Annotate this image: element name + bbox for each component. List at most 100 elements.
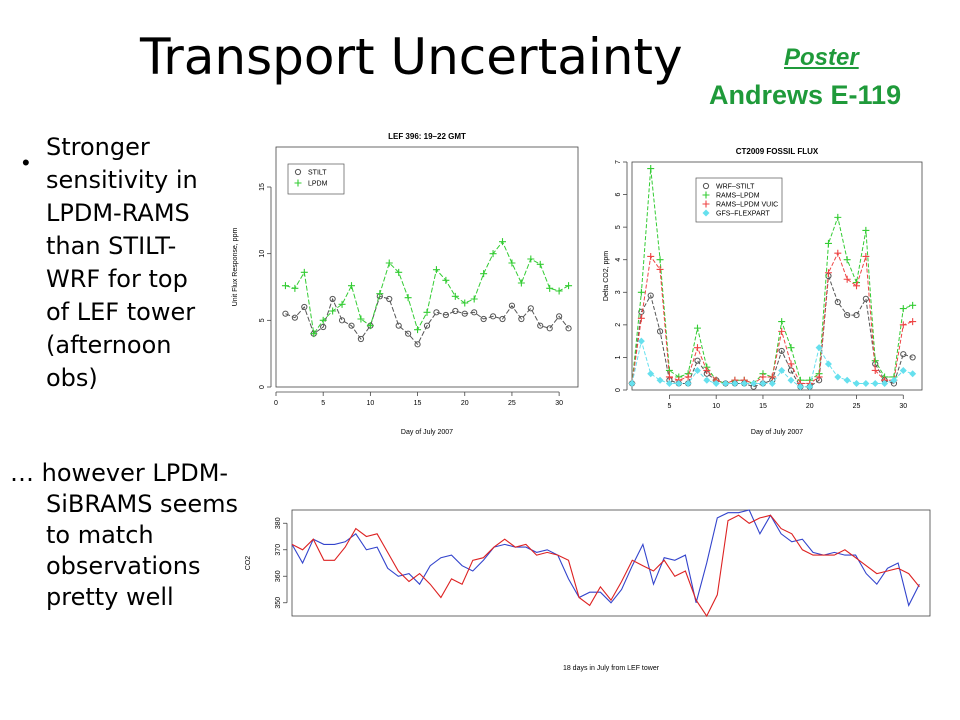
y-tick-label: 15 <box>259 183 266 191</box>
data-point <box>565 282 573 290</box>
note-line: … however LPDM- <box>10 459 229 487</box>
note-text: … however LPDM- SiBRAMS seems to match o… <box>10 458 255 613</box>
data-point <box>432 266 440 274</box>
x-tick-label: 30 <box>555 400 563 407</box>
chart-title: CT2009 FOSSIL FLUX <box>736 147 819 156</box>
data-point <box>348 282 355 290</box>
data-point <box>376 290 384 298</box>
x-tick-label: 5 <box>321 400 325 407</box>
x-tick-label: 15 <box>414 400 422 407</box>
y-axis-label: Delta CO2, ppm <box>603 251 610 301</box>
data-point <box>740 379 748 387</box>
data-point <box>357 315 365 323</box>
data-point <box>489 313 497 320</box>
poster-link[interactable]: Poster <box>784 44 859 71</box>
data-point <box>853 379 861 387</box>
bullet-line: LPDM-RAMS <box>46 199 190 227</box>
x-tick-label: 20 <box>806 403 814 410</box>
data-point <box>656 265 664 273</box>
data-point <box>310 330 318 338</box>
data-point <box>656 328 664 335</box>
data-point <box>899 366 907 374</box>
plot-frame <box>631 161 923 391</box>
data-point <box>787 344 795 352</box>
data-point <box>909 354 916 361</box>
y-tick-label: 6 <box>615 193 622 197</box>
legend-label: RAMS–LPDM <box>716 193 760 200</box>
data-point <box>862 252 870 260</box>
data-point <box>537 322 544 329</box>
data-point <box>881 379 889 387</box>
data-point <box>291 284 299 292</box>
data-point <box>722 379 730 387</box>
data-point <box>366 322 374 330</box>
x-tick-label: 20 <box>461 400 469 407</box>
data-point <box>471 309 478 316</box>
data-point <box>834 373 842 381</box>
y-tick-label: 10 <box>259 250 266 258</box>
data-point <box>693 366 701 374</box>
data-point <box>871 379 879 387</box>
data-point <box>703 366 711 374</box>
data-point <box>300 268 308 276</box>
data-point <box>508 259 516 267</box>
data-point <box>405 330 412 337</box>
data-point <box>386 295 393 303</box>
data-point <box>442 311 449 319</box>
data-point <box>329 295 336 303</box>
data-point <box>750 379 758 387</box>
legend-marker <box>294 168 302 176</box>
data-point <box>628 379 636 387</box>
y-tick-label: 0 <box>259 385 266 389</box>
data-point <box>281 282 289 290</box>
data-point <box>871 357 879 365</box>
data-point <box>442 276 450 284</box>
data-point <box>423 308 431 316</box>
data-point <box>899 321 907 329</box>
y-tick-label: 2 <box>615 323 622 327</box>
bullet-line: obs) <box>46 364 98 392</box>
data-point <box>900 351 907 358</box>
series-line <box>291 509 920 607</box>
data-point <box>517 279 525 287</box>
data-point <box>546 284 554 292</box>
data-point <box>499 238 506 246</box>
data-point <box>480 315 487 323</box>
data-point <box>665 373 673 381</box>
y-tick-label: 3 <box>615 290 622 294</box>
data-point <box>508 302 516 309</box>
y-tick-label: 7 <box>615 160 622 164</box>
legend-box <box>695 177 783 223</box>
series-line <box>285 240 569 336</box>
data-point <box>527 255 535 263</box>
data-point <box>862 226 870 234</box>
note-line: to match <box>46 521 154 549</box>
data-point <box>871 366 879 374</box>
co2-timeseries-chart: 350 360 370 380 18 days in July from LEF tow… <box>245 509 931 672</box>
data-point <box>656 256 664 264</box>
data-point <box>527 305 534 312</box>
data-point <box>731 379 739 387</box>
data-point <box>656 376 664 384</box>
data-point <box>684 373 692 381</box>
y-tick-label: 370 <box>275 544 282 556</box>
legend-marker <box>702 209 710 217</box>
series-line <box>631 251 913 385</box>
data-point <box>909 301 917 309</box>
data-point <box>693 324 701 332</box>
data-point <box>759 373 767 381</box>
data-point <box>909 318 917 326</box>
data-point <box>518 315 525 323</box>
data-point <box>843 275 851 283</box>
data-point <box>890 376 898 384</box>
data-point <box>637 337 645 345</box>
series-line <box>631 275 913 388</box>
data-point <box>338 300 346 308</box>
data-point <box>703 376 711 384</box>
data-point <box>815 344 823 352</box>
data-point <box>301 303 308 311</box>
data-point <box>665 379 673 387</box>
data-point <box>824 360 832 368</box>
y-tick-label: 1 <box>615 355 622 359</box>
data-point <box>647 292 654 299</box>
